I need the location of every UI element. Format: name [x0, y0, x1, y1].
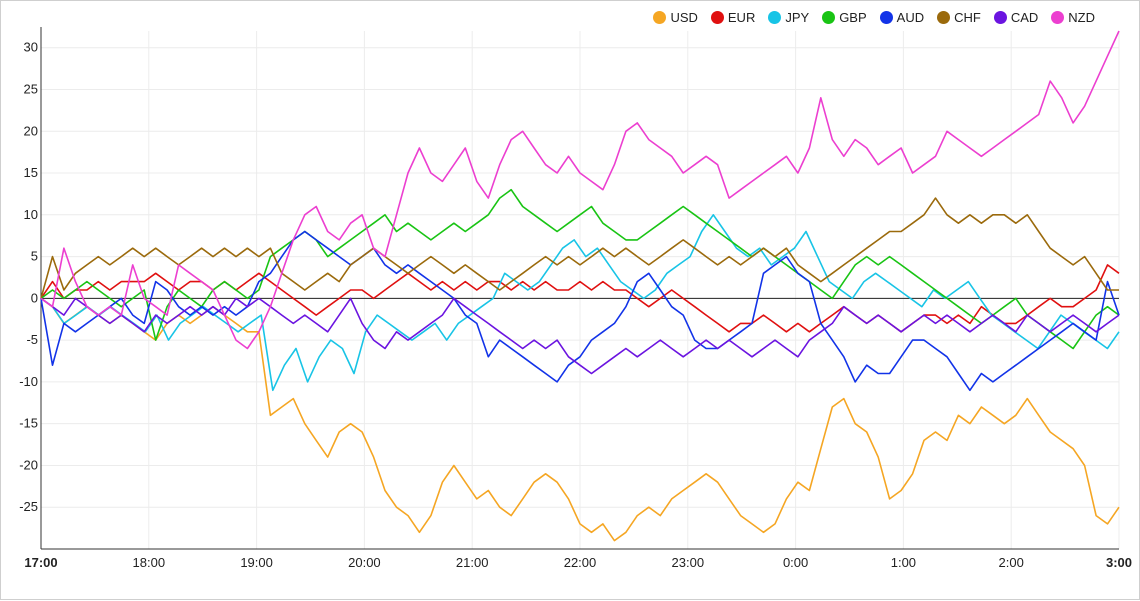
y-tick-label: -20	[19, 457, 38, 472]
y-tick-label: -5	[26, 332, 38, 347]
y-tick-label: 10	[24, 207, 38, 222]
legend-swatch	[937, 10, 951, 24]
x-tick-label: 22:00	[564, 555, 597, 570]
legend-swatch	[879, 10, 893, 24]
series-line-jpy	[40, 214, 1120, 392]
series-line-gbp	[40, 188, 1120, 350]
y-tick-label: 20	[24, 123, 38, 138]
y-tick-label: -25	[19, 499, 38, 514]
series-line-cad	[40, 297, 1120, 375]
x-tick-label: 21:00	[456, 555, 489, 570]
x-tick-label: 17:00	[24, 555, 57, 570]
series-line-nzd	[40, 30, 1120, 350]
legend-item-chf[interactable]: CHF	[937, 10, 981, 25]
legend-swatch	[822, 10, 836, 24]
x-tick-label: 19:00	[240, 555, 273, 570]
series-line-aud	[40, 230, 1120, 392]
y-tick-label: -10	[19, 374, 38, 389]
legend-swatch	[653, 10, 667, 24]
legend-label: CHF	[954, 9, 981, 25]
y-tick-label: 5	[31, 249, 38, 264]
x-tick-label: 23:00	[672, 555, 705, 570]
legend-item-aud[interactable]: AUD	[879, 9, 925, 25]
x-tick-label: 1:00	[891, 555, 916, 570]
legend-swatch	[993, 10, 1007, 24]
x-tick-label: 20:00	[348, 555, 381, 570]
legend-label: AUD	[896, 9, 925, 25]
x-tick-label: 0:00	[783, 555, 808, 570]
legend-label: USD	[670, 9, 698, 25]
legend-label: GBP	[839, 9, 867, 25]
legend-item-usd[interactable]: USD	[653, 9, 698, 25]
y-tick-label: 15	[24, 165, 38, 180]
x-tick-label: 18:00	[133, 555, 166, 570]
y-tick-label: -15	[19, 416, 38, 431]
legend-item-cad[interactable]: CAD	[993, 9, 1039, 25]
legend-label: EUR	[727, 9, 756, 25]
legend-swatch	[710, 10, 724, 24]
legend-item-gbp[interactable]: GBP	[822, 9, 867, 25]
x-tick-label: 3:00	[1106, 555, 1132, 570]
legend-item-nzd[interactable]: NZD	[1051, 10, 1095, 25]
series-line-chf	[40, 197, 1119, 299]
y-tick-label: 25	[24, 81, 38, 96]
legend-swatch	[1051, 10, 1065, 24]
y-tick-label: 0	[31, 290, 38, 305]
legend-label: CAD	[1010, 9, 1039, 25]
legend-label: JPY	[785, 9, 810, 25]
y-tick-label: 30	[24, 40, 38, 55]
legend-swatch	[768, 10, 782, 24]
legend-item-eur[interactable]: EUR	[710, 9, 756, 25]
legend-item-jpy[interactable]: JPY	[768, 10, 809, 25]
legend-label: NZD	[1068, 9, 1095, 25]
x-tick-label: 2:00	[999, 555, 1024, 570]
legend: USD EUR JPY GBP AUD CHF CAD NZD	[640, 7, 1095, 27]
